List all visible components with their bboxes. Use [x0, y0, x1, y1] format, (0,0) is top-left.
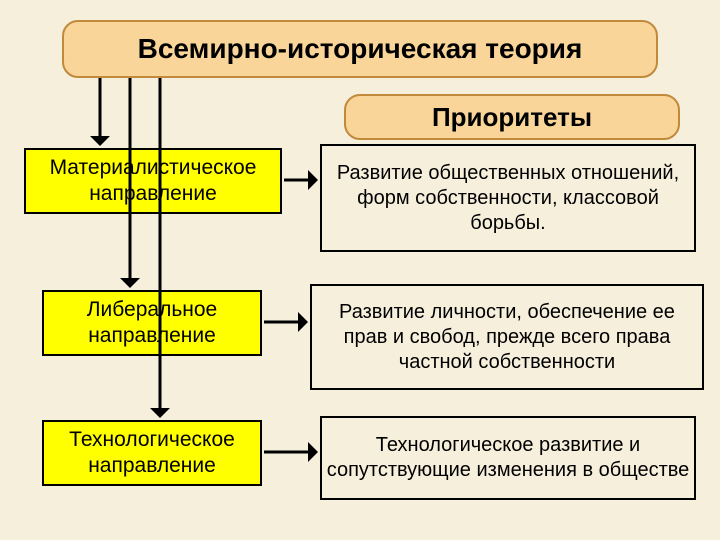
arrow-right-1: [264, 312, 308, 332]
main-title-text: Всемирно-историческая теория: [138, 33, 583, 65]
arrow-down-0: [90, 78, 110, 146]
arrow-right-2: [264, 442, 318, 462]
main-title: Всемирно-историческая теория: [62, 20, 658, 78]
subtitle: Приоритеты: [344, 94, 680, 140]
priority-box-1: Развитие личности, обеспечение ее прав и…: [310, 284, 704, 390]
arrow-down-2: [150, 78, 170, 418]
direction-box-2: Технологическое направление: [42, 420, 262, 486]
arrow-down-1: [120, 78, 140, 288]
subtitle-text: Приоритеты: [432, 102, 592, 133]
priority-box-2: Технологическое развитие и сопутствующие…: [320, 416, 696, 500]
arrow-right-0: [284, 170, 318, 190]
priority-box-0: Развитие общественных отношений, форм со…: [320, 144, 696, 252]
